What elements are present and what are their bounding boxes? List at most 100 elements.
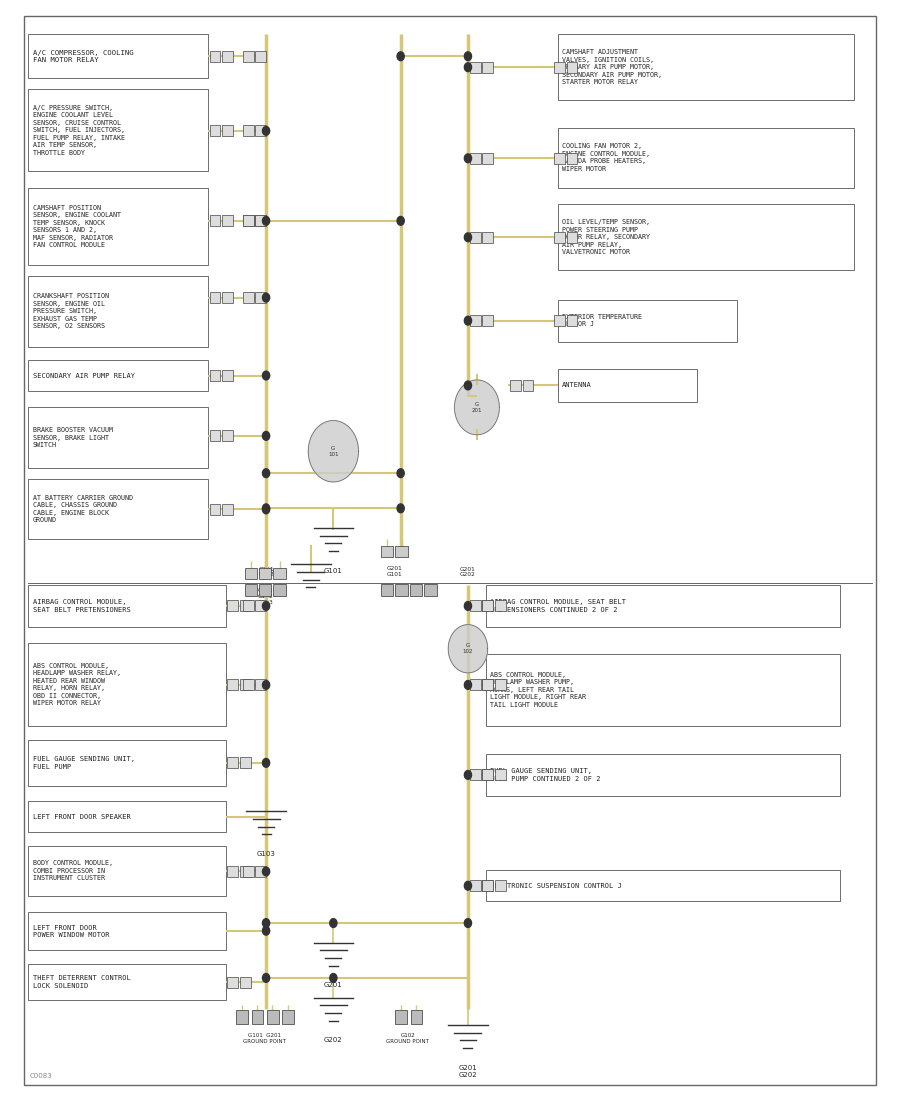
Bar bbox=[237, 1010, 248, 1024]
Circle shape bbox=[329, 918, 337, 927]
Bar bbox=[495, 601, 506, 612]
Bar bbox=[240, 977, 251, 988]
Bar bbox=[28, 478, 208, 539]
Circle shape bbox=[263, 505, 270, 514]
Bar bbox=[28, 585, 226, 627]
Bar bbox=[243, 216, 254, 227]
Text: A/C COMPRESSOR, COOLING
FAN MOTOR RELAY: A/C COMPRESSOR, COOLING FAN MOTOR RELAY bbox=[32, 50, 133, 63]
Bar bbox=[28, 964, 226, 1000]
Bar bbox=[259, 568, 272, 579]
Bar bbox=[482, 769, 493, 780]
Text: EXTERIOR TEMPERATURE
SENSOR J: EXTERIOR TEMPERATURE SENSOR J bbox=[562, 314, 643, 328]
Text: G201: G201 bbox=[324, 982, 343, 988]
Bar bbox=[28, 644, 226, 726]
Bar bbox=[252, 1010, 264, 1024]
Bar bbox=[283, 1010, 294, 1024]
Text: G
201: G 201 bbox=[472, 402, 482, 412]
Text: COOLING FAN MOTOR 2,
ENGINE CONTROL MODULE,
LAMBDA PROBE HEATERS,
WIPER MOTOR: COOLING FAN MOTOR 2, ENGINE CONTROL MODU… bbox=[562, 143, 650, 172]
Bar bbox=[222, 293, 233, 304]
Text: BRAKE BOOSTER VACUUM
SENSOR, BRAKE LIGHT
SWITCH: BRAKE BOOSTER VACUUM SENSOR, BRAKE LIGHT… bbox=[32, 427, 112, 448]
Bar bbox=[470, 601, 481, 612]
Bar bbox=[558, 300, 737, 341]
Bar bbox=[495, 880, 506, 891]
Bar bbox=[558, 34, 854, 100]
Circle shape bbox=[263, 602, 270, 610]
Bar bbox=[510, 379, 521, 390]
Text: LEFT FRONT DOOR SPEAKER: LEFT FRONT DOOR SPEAKER bbox=[32, 814, 130, 820]
Bar bbox=[482, 153, 493, 164]
Bar bbox=[410, 584, 422, 596]
Text: CAMSHAFT POSITION
SENSOR, ENGINE COOLANT
TEMP SENSOR, KNOCK
SENSORS 1 AND 2,
MAF: CAMSHAFT POSITION SENSOR, ENGINE COOLANT… bbox=[32, 205, 121, 249]
Polygon shape bbox=[454, 379, 500, 434]
Bar bbox=[381, 546, 393, 557]
Bar bbox=[256, 51, 266, 62]
Circle shape bbox=[464, 770, 472, 779]
Circle shape bbox=[464, 381, 472, 389]
Bar bbox=[243, 293, 254, 304]
Bar bbox=[210, 370, 220, 381]
Bar bbox=[243, 601, 254, 612]
Text: A/C PRESSURE SWITCH,
ENGINE COOLANT LEVEL
SENSOR, CRUISE CONTROL
SWITCH, FUEL IN: A/C PRESSURE SWITCH, ENGINE COOLANT LEVE… bbox=[32, 104, 125, 156]
Bar bbox=[482, 232, 493, 243]
Bar bbox=[482, 769, 493, 780]
Text: G101
G102: G101 G102 bbox=[258, 566, 274, 578]
Bar bbox=[222, 370, 233, 381]
Text: G201
G202: G201 G202 bbox=[460, 566, 476, 578]
Bar bbox=[243, 680, 254, 691]
Bar bbox=[274, 568, 286, 579]
Text: G101  G201
GROUND POINT: G101 G201 GROUND POINT bbox=[243, 1033, 285, 1044]
Text: ABS CONTROL MODULE,
HEADLAMP WASHER PUMP,
HORNS, LEFT REAR TAIL
LIGHT MODULE, RI: ABS CONTROL MODULE, HEADLAMP WASHER PUMP… bbox=[491, 672, 587, 708]
Text: THEFT DETERRENT CONTROL
LOCK SOLENOID: THEFT DETERRENT CONTROL LOCK SOLENOID bbox=[32, 975, 130, 989]
Circle shape bbox=[464, 154, 472, 163]
Polygon shape bbox=[309, 420, 358, 482]
Bar bbox=[28, 89, 208, 172]
Circle shape bbox=[464, 681, 472, 690]
Circle shape bbox=[464, 918, 472, 927]
Bar bbox=[210, 293, 220, 304]
Bar bbox=[395, 1010, 407, 1024]
Bar bbox=[222, 51, 233, 62]
Bar bbox=[495, 769, 506, 780]
Text: C0083: C0083 bbox=[30, 1072, 53, 1079]
Text: G202: G202 bbox=[324, 1037, 343, 1043]
Text: ELECTRONIC SUSPENSION CONTROL J: ELECTRONIC SUSPENSION CONTROL J bbox=[491, 882, 622, 889]
Bar bbox=[410, 1010, 422, 1024]
Bar bbox=[470, 769, 481, 780]
Bar bbox=[274, 584, 286, 596]
Bar bbox=[256, 216, 266, 227]
Bar bbox=[243, 216, 254, 227]
Circle shape bbox=[464, 881, 472, 890]
Circle shape bbox=[464, 233, 472, 242]
Bar bbox=[567, 232, 578, 243]
Text: G
102: G 102 bbox=[463, 644, 473, 654]
Text: G101: G101 bbox=[324, 568, 343, 573]
Bar bbox=[28, 34, 208, 78]
Circle shape bbox=[263, 371, 270, 380]
Bar bbox=[243, 866, 254, 877]
Text: G102
GROUND POINT: G102 GROUND POINT bbox=[386, 1033, 429, 1044]
Circle shape bbox=[464, 63, 472, 72]
Bar bbox=[482, 62, 493, 73]
Circle shape bbox=[464, 52, 472, 60]
Bar bbox=[482, 880, 493, 891]
Bar bbox=[256, 680, 266, 691]
Text: ABS CONTROL MODULE,
HEADLAMP WASHER RELAY,
HEATED REAR WINDOW
RELAY, HORN RELAY,: ABS CONTROL MODULE, HEADLAMP WASHER RELA… bbox=[32, 662, 121, 706]
Circle shape bbox=[397, 504, 404, 513]
Circle shape bbox=[263, 867, 270, 876]
Circle shape bbox=[263, 217, 270, 226]
Bar bbox=[486, 654, 841, 726]
Bar bbox=[482, 680, 493, 691]
Bar bbox=[567, 62, 578, 73]
Bar bbox=[554, 232, 565, 243]
Circle shape bbox=[464, 317, 472, 326]
Text: G201
G202: G201 G202 bbox=[459, 1065, 477, 1078]
Text: AT BATTERY CARRIER GROUND
CABLE, CHASSIS GROUND
CABLE, ENGINE BLOCK
GROUND: AT BATTERY CARRIER GROUND CABLE, CHASSIS… bbox=[32, 495, 133, 524]
Bar bbox=[395, 584, 408, 596]
Bar bbox=[482, 316, 493, 327]
Bar bbox=[240, 758, 251, 768]
Circle shape bbox=[329, 974, 337, 982]
Text: SECONDARY AIR PUMP RELAY: SECONDARY AIR PUMP RELAY bbox=[32, 373, 135, 378]
Circle shape bbox=[397, 217, 404, 226]
Bar bbox=[228, 977, 238, 988]
Circle shape bbox=[263, 126, 270, 135]
